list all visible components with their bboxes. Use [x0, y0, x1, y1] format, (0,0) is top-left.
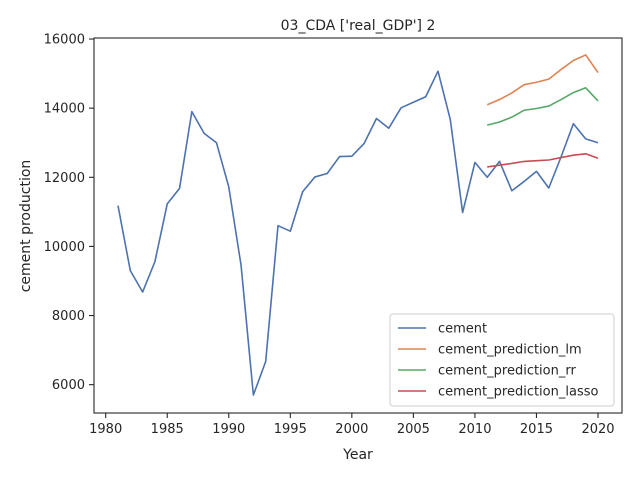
x-tick-label: 2010 — [458, 422, 491, 437]
x-tick-label: 2020 — [581, 422, 614, 437]
y-tick-label: 8000 — [52, 309, 85, 324]
chart-title: 03_CDA ['real_GDP'] 2 — [281, 18, 436, 34]
plot-lines — [117, 54, 599, 396]
x-tick-label: 1995 — [274, 422, 307, 437]
y-axis-title: cement production — [18, 160, 34, 293]
legend-box — [389, 313, 615, 407]
x-tick-label: 2015 — [520, 422, 553, 437]
series-line-cement-prediction-lm — [486, 54, 599, 106]
series-line-cement-prediction-lasso — [487, 152, 599, 168]
legend-label: cement_prediction_lasso — [438, 385, 598, 400]
series-line-cement — [117, 70, 599, 396]
y-tick-label: 6000 — [52, 378, 85, 393]
legend: cement cement_prediction_lm cement_predict… — [389, 313, 615, 407]
legend-label: cement_prediction_rr — [438, 364, 576, 379]
y-tick-label: 12000 — [44, 171, 85, 186]
x-axis: 1980 1985 1990 1995 2000 2005 2010 2015 2020 — [89, 413, 615, 437]
x-axis-title: Year — [342, 447, 373, 463]
y-tick-label: 16000 — [44, 33, 85, 48]
legend-label: cement — [438, 322, 487, 337]
x-tick-label: 2000 — [335, 422, 368, 437]
x-tick-label: 2005 — [397, 422, 430, 437]
x-tick-label: 1980 — [89, 422, 122, 437]
x-tick-label: 1990 — [212, 422, 245, 437]
series-line-cement-prediction-rr — [487, 86, 599, 126]
y-tick-label: 10000 — [44, 240, 85, 255]
legend-label: cement_prediction_lm — [438, 343, 582, 358]
y-tick-label: 14000 — [44, 102, 85, 117]
x-tick-label: 1985 — [151, 422, 184, 437]
y-axis: 6000 8000 10000 12000 14000 16000 — [44, 33, 94, 393]
plot-frame — [93, 37, 623, 414]
